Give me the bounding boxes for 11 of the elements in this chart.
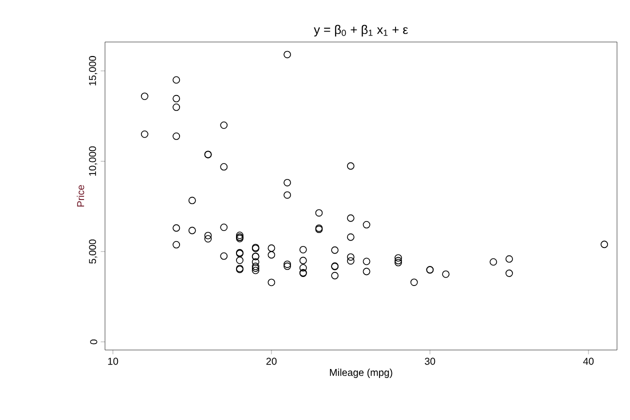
x-tick-label: 30	[424, 358, 436, 365]
y-tick-label: 5,000	[89, 239, 98, 264]
x-tick-label: 40	[583, 358, 594, 365]
y-tick-label: 15,000	[89, 56, 98, 86]
x-axis-title: Mileage (mpg)	[330, 368, 392, 378]
y-tick-label: 10,000	[89, 146, 98, 176]
x-tick-label: 20	[266, 358, 277, 365]
x-tick-label: 10	[108, 358, 118, 365]
chart-title: y = β$_{0}$ + β$_{1}$ x$_{1}$ + ε	[314, 24, 408, 36]
y-tick-label: 0	[90, 339, 98, 344]
y-axis-title: Price	[76, 185, 84, 207]
